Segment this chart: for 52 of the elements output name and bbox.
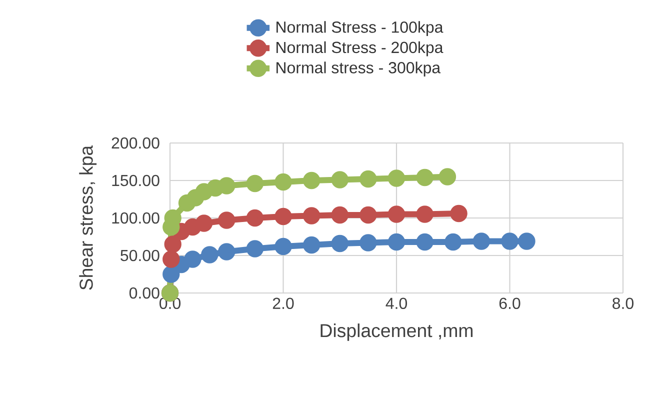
point	[184, 250, 202, 268]
x-tick-label: 4.0	[386, 298, 408, 310]
point	[416, 206, 434, 223]
point	[331, 206, 348, 224]
point	[246, 240, 264, 258]
point	[518, 232, 536, 250]
point	[302, 207, 320, 224]
y-tick-label: 150.00	[112, 174, 160, 186]
point	[360, 234, 377, 252]
point	[218, 212, 236, 229]
point	[360, 206, 377, 224]
point	[218, 243, 236, 260]
y-tick-label: 200.00	[112, 137, 160, 149]
point	[195, 183, 213, 200]
point	[444, 233, 462, 251]
legend-label: Normal stress - 300kpa	[276, 62, 441, 77]
point	[472, 232, 490, 250]
point	[501, 232, 518, 250]
y-tick-label: 0.00	[129, 287, 160, 299]
point	[388, 233, 406, 251]
point	[331, 234, 348, 252]
point	[274, 238, 292, 256]
y-tick-label: 100.00	[112, 212, 160, 224]
legend-label: Normal Stress - 100kpa	[276, 21, 444, 36]
y-tick-label: 50.00	[120, 250, 160, 262]
point	[302, 236, 320, 254]
x-axis-title: Displacement ,mm	[320, 324, 473, 341]
point	[416, 233, 434, 251]
x-tick-label: 6.0	[499, 298, 520, 310]
point	[164, 236, 182, 253]
point	[162, 266, 180, 283]
x-tick-label: 8.0	[612, 298, 634, 310]
point	[416, 168, 434, 186]
point	[360, 170, 377, 188]
point	[201, 246, 218, 264]
point	[388, 170, 406, 187]
point	[195, 214, 213, 232]
point	[302, 172, 320, 190]
point	[246, 174, 264, 192]
point	[388, 206, 406, 223]
y-axis-title: Shear stress, kpa	[79, 145, 97, 290]
x-tick-label: 2.0	[272, 298, 294, 310]
point	[274, 208, 292, 226]
point	[162, 250, 180, 268]
legend-label: Normal Stress - 200kpa	[276, 41, 444, 56]
point	[184, 218, 202, 236]
point	[450, 204, 468, 222]
point	[331, 171, 348, 188]
point	[438, 168, 456, 186]
point	[246, 209, 264, 227]
point	[274, 173, 292, 191]
point	[218, 177, 236, 194]
